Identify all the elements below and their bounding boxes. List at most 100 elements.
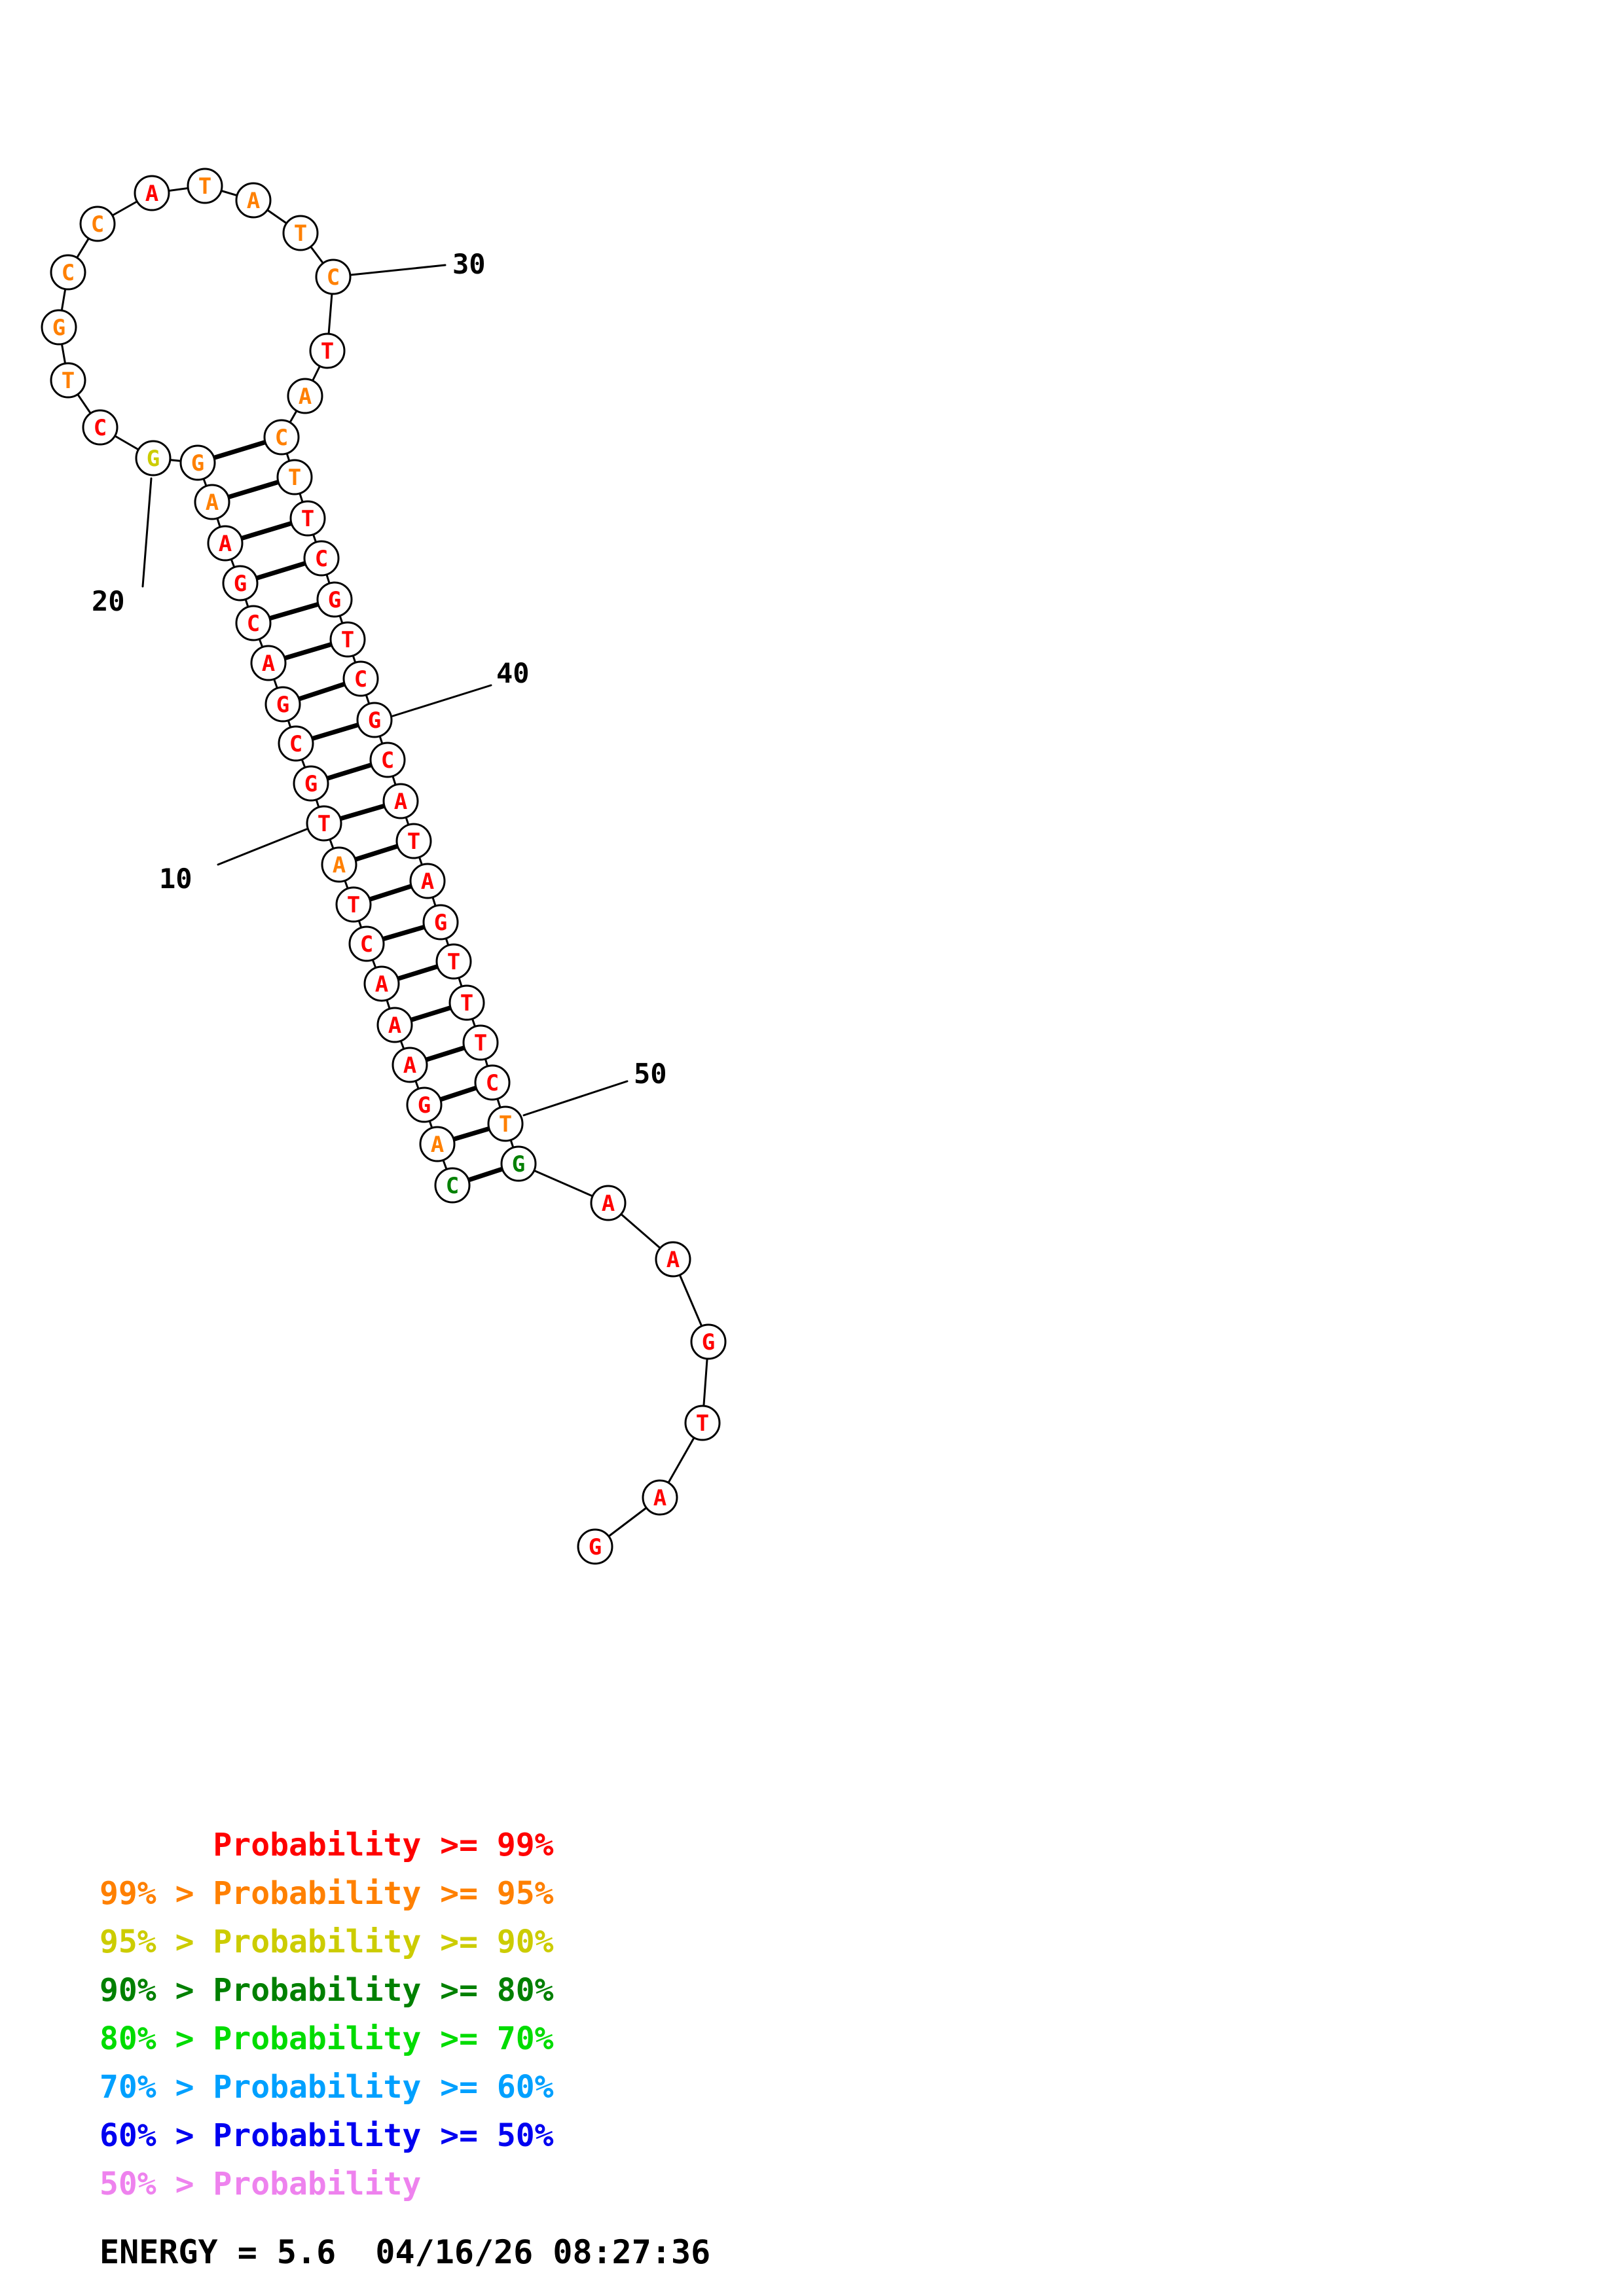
nucleotide-base: A [206, 490, 219, 516]
nucleotide-circle [316, 581, 353, 618]
nucleotide-circle [250, 645, 287, 681]
legend-entry-99: Probability >= 99% [100, 1827, 554, 1863]
nucleotide-base: T [447, 949, 460, 975]
nucleotide-circle [329, 621, 366, 658]
nucleotide-56: A [642, 1479, 678, 1516]
legend-entry-50: 60% > Probability >= 50% [100, 2117, 554, 2154]
nucleotide-circle [303, 540, 340, 577]
nucleotide-base: G [191, 450, 204, 476]
nucleotide-circle [348, 925, 385, 962]
nucleotide-base: G [304, 771, 318, 797]
nucleotide-54: G [690, 1323, 727, 1360]
nucleotide-4: A [392, 1047, 428, 1083]
nucleotide-53: A [655, 1241, 691, 1278]
nucleotide-circle [309, 332, 346, 369]
nucleotide-base: T [696, 1410, 709, 1437]
nucleotide-circle [194, 484, 230, 520]
nucleotide-circle [306, 805, 342, 842]
nucleotide-55: T [684, 1405, 721, 1441]
nucleotide-base: C [360, 931, 373, 958]
nucleotide-14: A [250, 645, 287, 681]
nucleotide-21: C [82, 409, 119, 446]
nucleotide-circle [406, 1086, 443, 1123]
nucleotide-5: A [376, 1007, 413, 1043]
nucleotide-circle [179, 444, 216, 481]
nucleotide-base: A [333, 852, 346, 878]
nucleotide-57: G [577, 1528, 613, 1565]
nucleotide-circle [287, 378, 323, 414]
nucleotide-base: C [354, 666, 367, 692]
nucleotide-2: A [419, 1126, 456, 1162]
nucleotide-circle [419, 1126, 456, 1162]
nucleotide-base: C [486, 1070, 499, 1096]
nucleotide-base: G [147, 446, 160, 472]
nucleotide-circle [462, 1024, 499, 1061]
nucleotide-51: G [500, 1145, 537, 1182]
nucleotide-circle [282, 215, 319, 251]
position-label: 20 [92, 585, 125, 617]
nucleotide-circle [207, 525, 244, 562]
nucleotide-circle [315, 259, 352, 295]
nucleotide-circle [655, 1241, 691, 1278]
legend-entry-80: 90% > Probability >= 80% [100, 1972, 554, 2009]
nucleotide-18: A [194, 484, 230, 520]
legend-entry-90: 95% > Probability >= 90% [100, 1924, 554, 1960]
nucleotide-circle [363, 965, 400, 1002]
nucleotide-circle [356, 702, 393, 738]
nucleotide-circle [369, 742, 406, 778]
nucleotide-11: G [293, 765, 329, 802]
nucleotide-3: G [406, 1086, 443, 1123]
nucleotide-35: T [289, 500, 326, 537]
nucleotide-10: T [306, 805, 342, 842]
position-label: 50 [634, 1058, 667, 1090]
backbone-lines [58, 185, 710, 1548]
nucleotide-circle [263, 419, 300, 456]
nucleotide-29: T [282, 215, 319, 251]
nucleotide-base: A [145, 181, 158, 207]
position-labels: 10 20 30 40 50 [92, 248, 667, 1117]
nucleotide-base: C [289, 731, 302, 757]
position-label: 10 [159, 863, 192, 895]
nucleotide-circle [50, 362, 86, 399]
nucleotide-base: C [327, 264, 340, 291]
nucleotide-39: C [342, 660, 379, 697]
nucleotide-base: T [321, 338, 334, 365]
nucleotide-base: T [407, 829, 420, 855]
nucleotide-circle [276, 459, 313, 495]
nucleotide-circle [395, 823, 432, 859]
nucleotide-base: A [602, 1191, 615, 1217]
nucleotide-6: A [363, 965, 400, 1002]
nucleotide-base: T [318, 811, 331, 837]
nucleotide-base: C [446, 1173, 459, 1199]
nucleotide-base: A [653, 1485, 666, 1511]
nucleotide-base: G [276, 692, 289, 718]
nucleotide-8: T [335, 886, 372, 923]
nucleotide-38: T [329, 621, 366, 658]
nucleotide-circle [342, 660, 379, 697]
nucleotide-circle [264, 686, 301, 723]
nucleotide-30: C [315, 259, 352, 295]
legend-entry-below-50: 50% > Probability [100, 2166, 422, 2202]
nucleotide-circle [590, 1185, 627, 1221]
nucleotide-circle [289, 500, 326, 537]
nucleotide-circle [135, 440, 172, 476]
nucleotide-26: A [134, 175, 170, 211]
nucleotide-base: T [62, 368, 75, 394]
nucleotide-circle [187, 168, 223, 204]
nucleotide-circle [690, 1323, 727, 1360]
nucleotide-36: C [303, 540, 340, 577]
nucleotide-circle [335, 886, 372, 923]
nucleotide-47: T [448, 984, 485, 1021]
nucleotide-base: G [52, 315, 65, 341]
nucleotide-base: T [198, 173, 211, 200]
nucleotide-circle [293, 765, 329, 802]
nucleotide-circle [278, 725, 314, 762]
nucleotide-49: C [474, 1064, 511, 1101]
nucleotide-circle [434, 1167, 471, 1204]
nucleotide-base: C [315, 546, 328, 572]
nucleotide-base: G [418, 1092, 431, 1119]
nucleotide-base: C [275, 425, 288, 451]
nucleotide-52: A [590, 1185, 627, 1221]
nucleotide-circle [474, 1064, 511, 1101]
